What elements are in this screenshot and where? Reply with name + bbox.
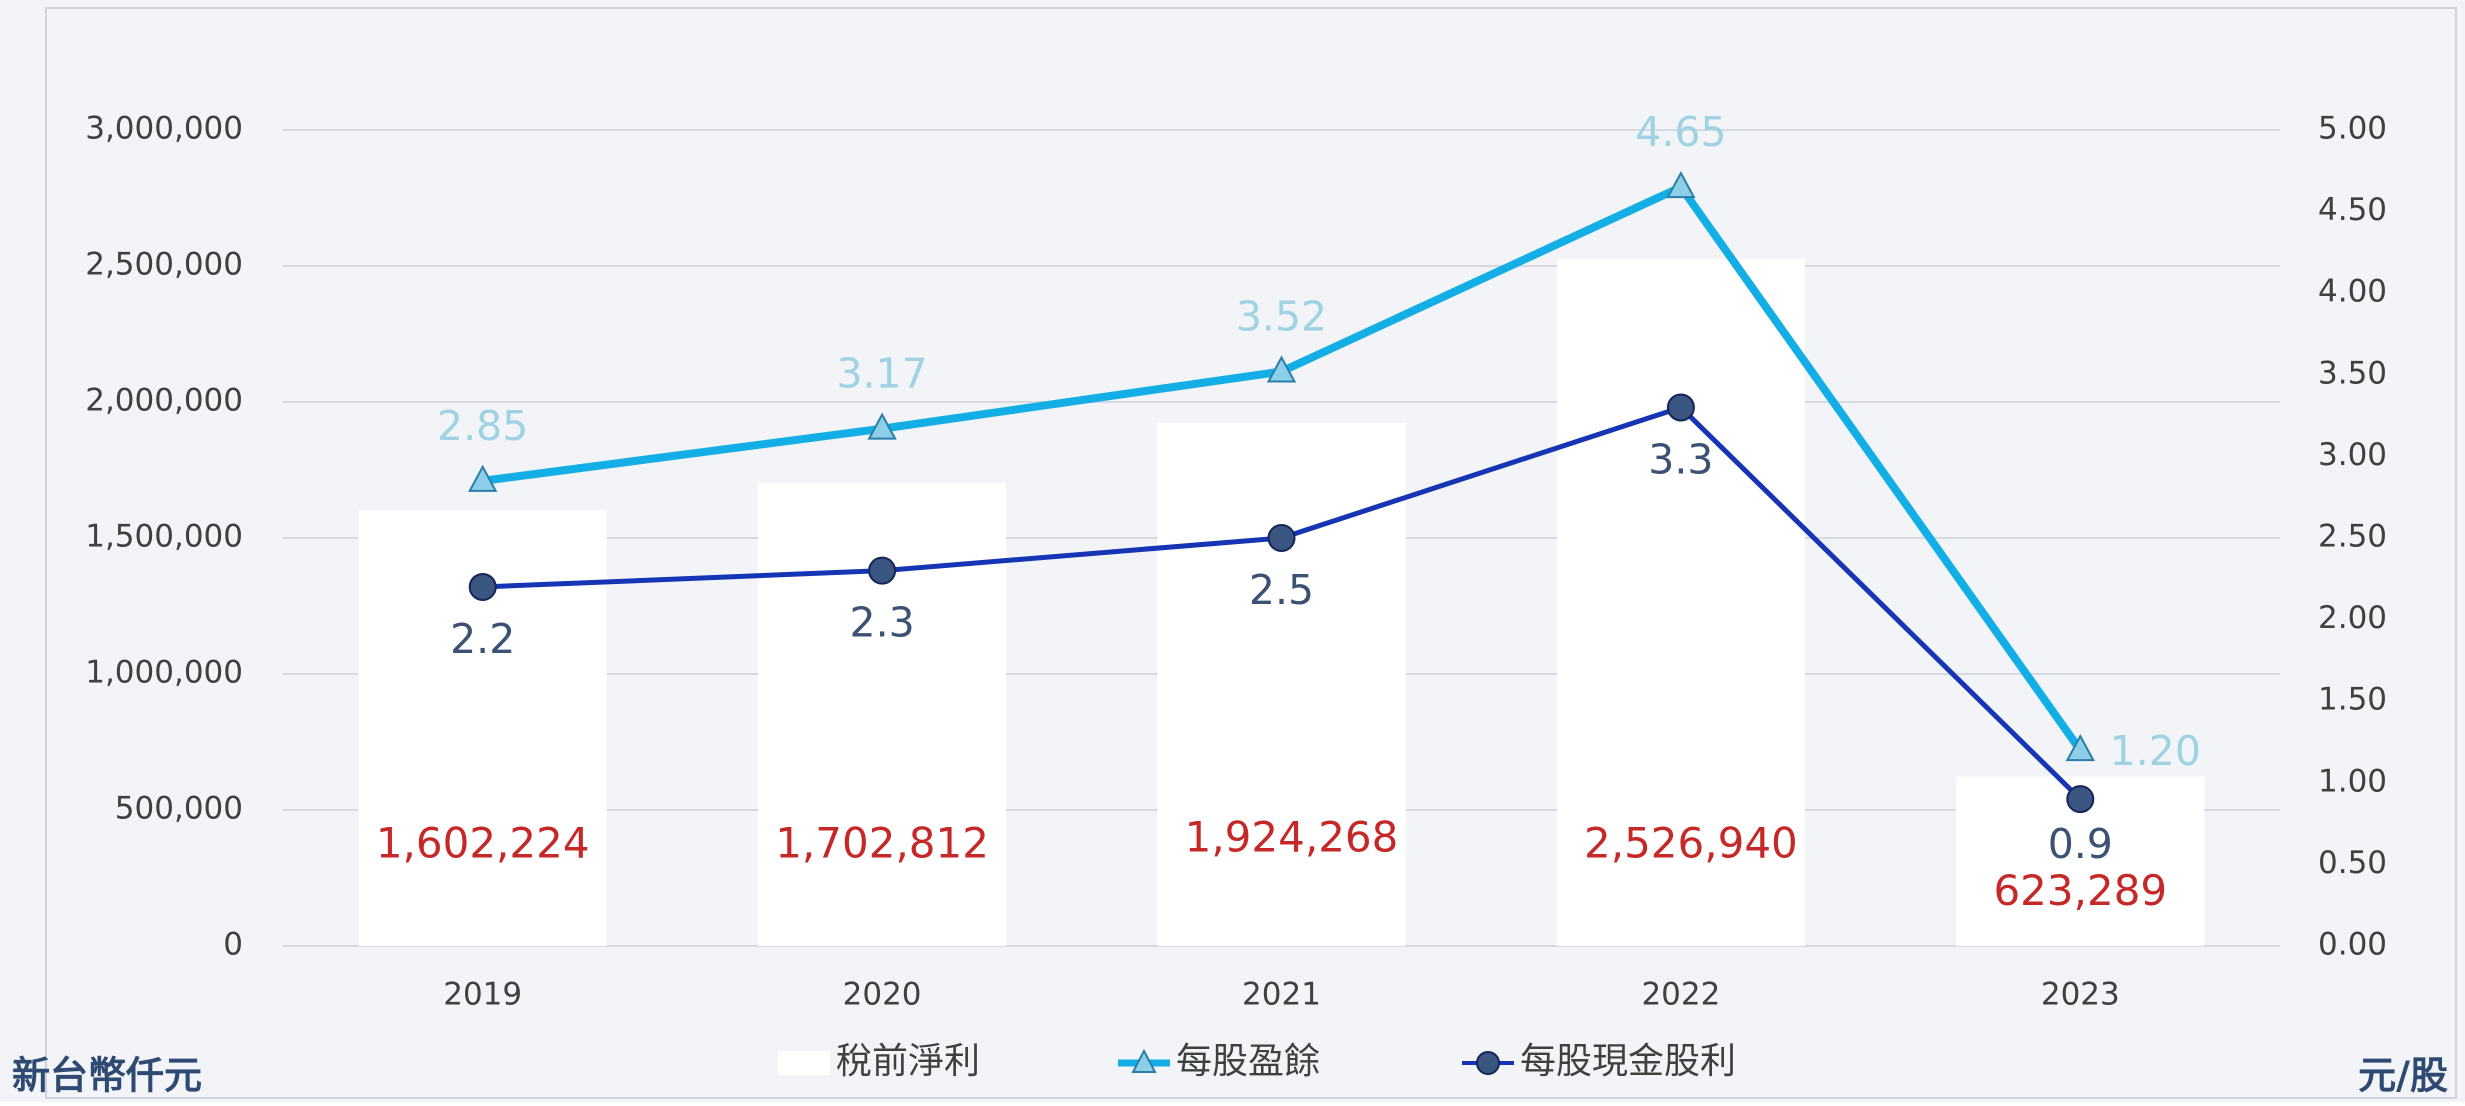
y2-tick-label: 3.50: [2318, 355, 2387, 391]
x-tick-label: 2019: [443, 977, 522, 1013]
legend-marker: [1476, 1051, 1500, 1075]
marker: [468, 572, 497, 601]
legend-swatch: [778, 1051, 830, 1075]
y2-tick-label: 0.00: [2318, 927, 2387, 963]
line-value-label: 0.9: [2048, 820, 2113, 868]
y-axis-unit: 新台幣仟元: [12, 1054, 202, 1098]
y2-tick-label: 2.50: [2318, 519, 2387, 555]
bar: [758, 482, 1007, 946]
y-tick-label: 2,000,000: [85, 383, 243, 419]
line-value-label: 2.3: [849, 599, 914, 647]
y-tick-label: 1,000,000: [85, 655, 243, 691]
bar-value-label: 1,924,268: [1185, 813, 1399, 862]
line-value-label: 3.3: [1648, 435, 1713, 483]
y-tick-label: 500,000: [115, 791, 243, 827]
bar-value-label: 2,526,940: [1584, 819, 1798, 868]
line-value-label: 3.17: [836, 350, 927, 398]
y2-tick-label: 1.00: [2318, 763, 2387, 799]
marker: [468, 464, 498, 492]
line-value-label: 2.2: [450, 615, 515, 663]
y2-axis-unit: 元/股: [2358, 1054, 2448, 1098]
y2-tick-label: 0.50: [2318, 845, 2387, 881]
line-value-label: 2.85: [437, 402, 528, 450]
marker: [867, 412, 897, 440]
bar-value-label: 623,289: [1993, 866, 2167, 915]
y-tick-label: 3,000,000: [85, 111, 243, 147]
marker: [2066, 785, 2095, 814]
y2-tick-label: 4.00: [2318, 274, 2387, 310]
marker: [2065, 734, 2095, 762]
line-value-label: 1.20: [2110, 727, 2201, 775]
y2-tick-label: 1.50: [2318, 682, 2387, 718]
legend-label: 稅前淨利: [836, 1041, 980, 1082]
legend-label: 每股盈餘: [1176, 1041, 1320, 1082]
line-value-label: 3.52: [1236, 293, 1327, 341]
frame: [45, 7, 2457, 1099]
y-tick-label: 0: [223, 927, 243, 963]
marker: [1666, 393, 1695, 422]
x-tick-label: 2022: [1641, 977, 1720, 1013]
y2-tick-label: 2.00: [2318, 600, 2387, 636]
x-tick-label: 2021: [1242, 977, 1321, 1013]
y2-tick-label: 5.00: [2318, 111, 2387, 147]
x-tick-label: 2023: [2041, 977, 2120, 1013]
marker: [1266, 355, 1297, 383]
bar: [1157, 422, 1406, 946]
y-tick-label: 2,500,000: [85, 247, 243, 283]
bar: [1556, 258, 1805, 946]
y2-tick-label: 4.50: [2318, 192, 2387, 228]
marker: [1267, 524, 1296, 552]
marker: [1666, 171, 1696, 199]
marker: [868, 556, 897, 585]
legend-label: 每股現金股利: [1520, 1041, 1736, 1082]
bar-value-label: 1,602,224: [376, 819, 590, 868]
legend-marker: [1131, 1048, 1157, 1073]
y2-tick-label: 3.00: [2318, 437, 2387, 473]
y-tick-label: 1,500,000: [85, 519, 243, 555]
x-tick-label: 2020: [843, 977, 922, 1013]
bar-value-label: 1,702,812: [775, 819, 989, 868]
line-value-label: 2.5: [1249, 566, 1314, 614]
line-value-label: 4.65: [1635, 108, 1726, 156]
